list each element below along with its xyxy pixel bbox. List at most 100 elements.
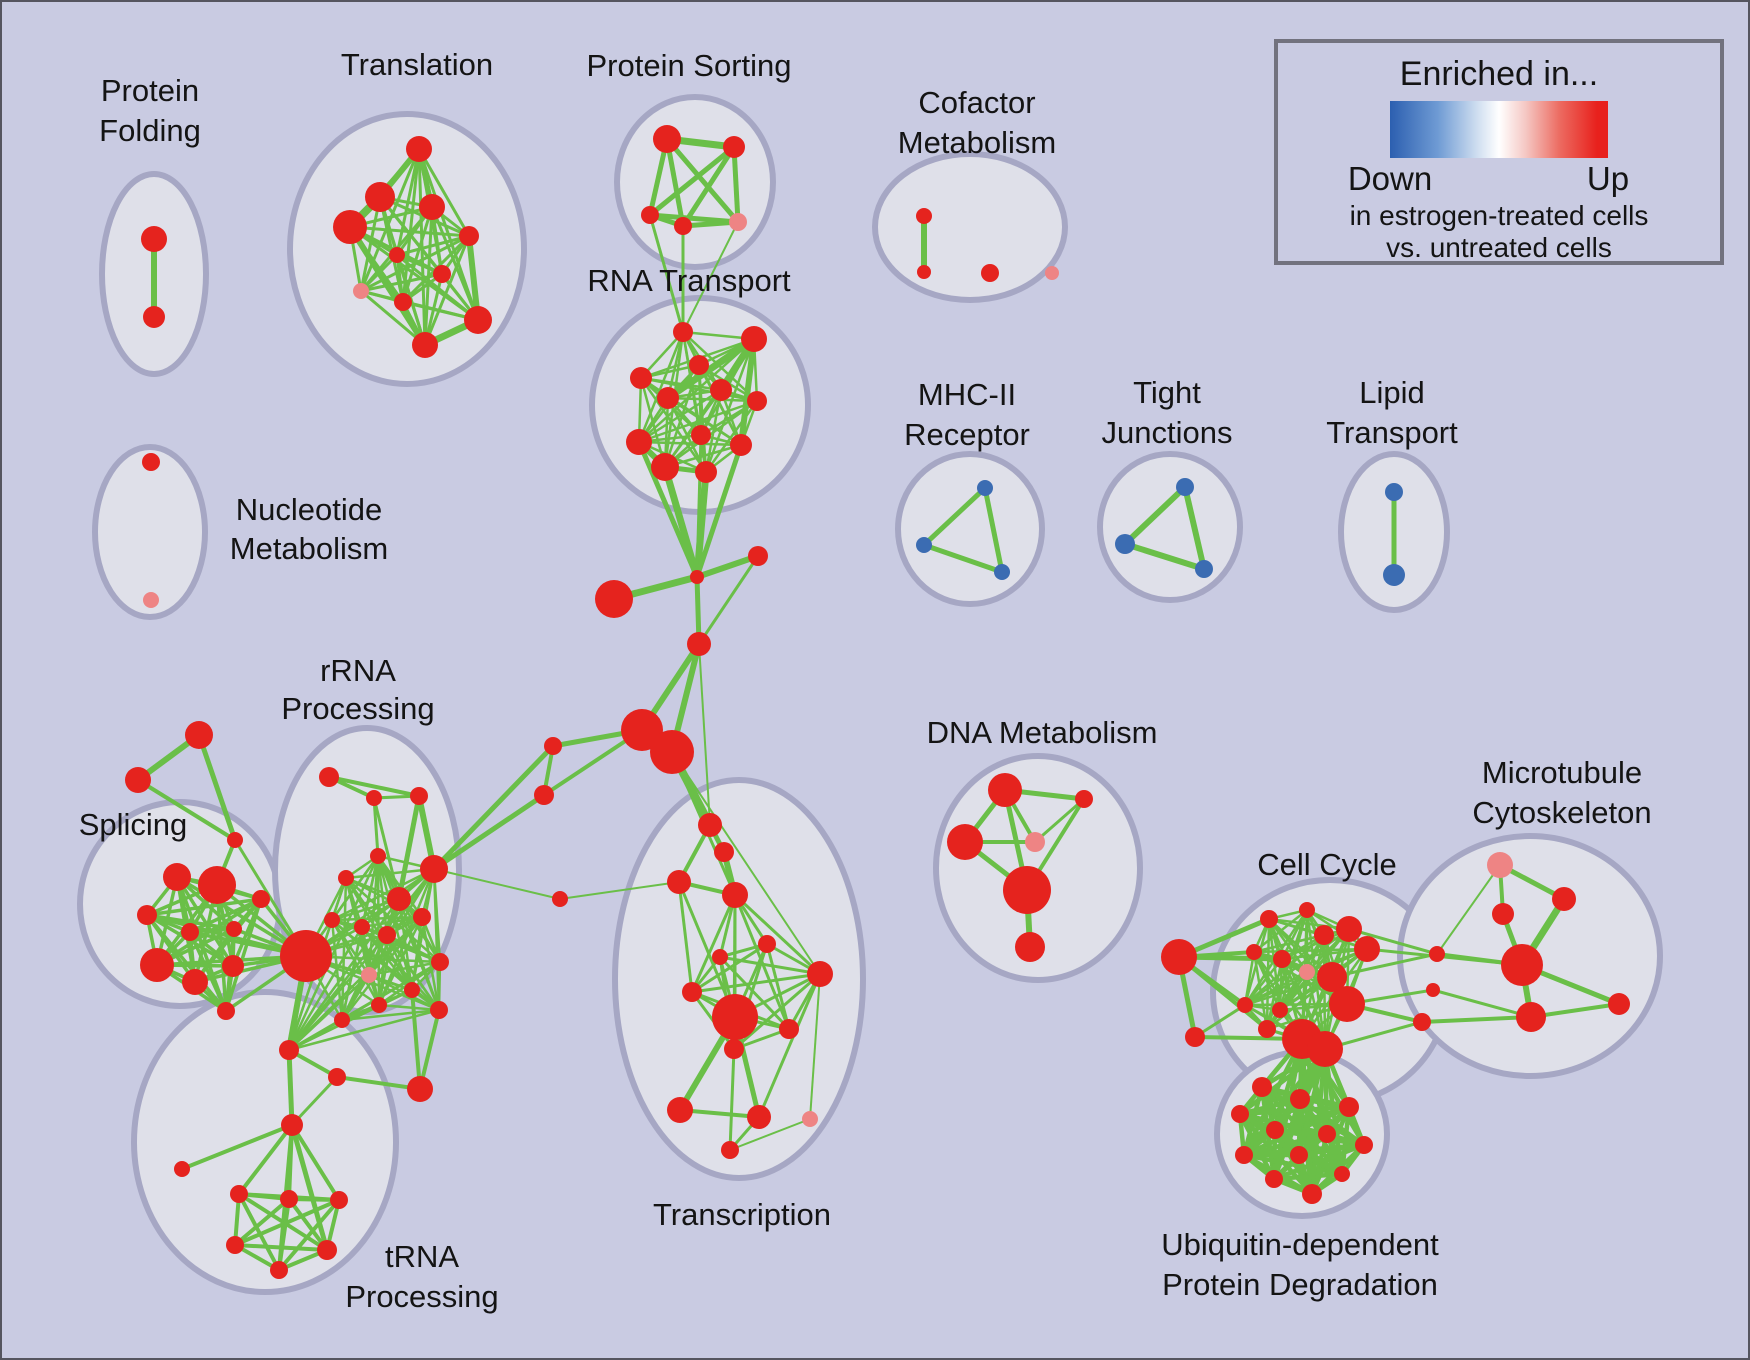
node-R12 bbox=[361, 967, 377, 983]
edge-PS2-PS4 bbox=[680, 145, 737, 228]
edge-TJ1-TJ3 bbox=[1182, 486, 1207, 570]
node-CC2 bbox=[1185, 1027, 1205, 1047]
node-TR4 bbox=[280, 1190, 298, 1208]
node-R9 bbox=[354, 919, 370, 935]
edge-RT3-RT12 bbox=[639, 377, 708, 473]
edge-RT7-RT11 bbox=[664, 399, 758, 469]
node-T2 bbox=[365, 182, 395, 212]
node-U2 bbox=[1290, 1089, 1310, 1109]
node-RT3 bbox=[630, 367, 652, 389]
node-R8 bbox=[413, 908, 431, 926]
cluster-label-tight-junctions-line2: Junctions bbox=[1102, 415, 1233, 450]
edge-X6-X10 bbox=[718, 955, 791, 1031]
node-X14 bbox=[802, 1111, 818, 1127]
edge-U8-U11 bbox=[1243, 1152, 1343, 1177]
edge-X11-X15 bbox=[728, 1048, 736, 1151]
node-MT9 bbox=[1413, 1013, 1431, 1031]
node-CC13 bbox=[1237, 997, 1253, 1013]
cluster-ellipse-tight-junctions bbox=[1097, 451, 1243, 603]
cluster-label-protein-folding-line1: Protein bbox=[101, 73, 199, 108]
node-CC10 bbox=[1299, 964, 1315, 980]
node-CM3 bbox=[981, 264, 999, 282]
edge-R12-R17 bbox=[340, 974, 371, 1021]
node-MH3 bbox=[994, 564, 1010, 580]
edge-TR3-TR7 bbox=[237, 1192, 329, 1252]
edge-X4-X7 bbox=[733, 893, 822, 976]
edge-X6-X7 bbox=[719, 955, 821, 976]
edge-S9-S10 bbox=[156, 897, 262, 967]
node-R11 bbox=[324, 912, 340, 928]
edge-MH1-MH3 bbox=[982, 487, 1005, 573]
node-S2 bbox=[125, 767, 151, 793]
node-B2 bbox=[650, 730, 694, 774]
cluster-label-nucleotide-metabolism-line2: Metabolism bbox=[230, 531, 389, 566]
legend: Enriched in... Down Up in estrogen-treat… bbox=[1274, 39, 1724, 265]
edge-S9-S11 bbox=[193, 897, 263, 984]
edge-RT2-RT10 bbox=[739, 338, 756, 446]
node-S5 bbox=[198, 866, 236, 904]
node-U8 bbox=[1235, 1146, 1253, 1164]
edge-RT5-RT7 bbox=[667, 396, 758, 403]
edge-R20-R15 bbox=[418, 1009, 441, 1090]
edge-TR4-TR7 bbox=[287, 1197, 329, 1252]
node-CC5 bbox=[1314, 925, 1334, 945]
edge-C2-R7 bbox=[432, 792, 546, 872]
node-D4 bbox=[1025, 832, 1045, 852]
cluster-label-transcription: Transcription bbox=[653, 1197, 831, 1232]
node-X6 bbox=[712, 949, 728, 965]
node-TR3 bbox=[230, 1185, 248, 1203]
node-R14 bbox=[431, 953, 449, 971]
node-RT2 bbox=[741, 326, 767, 352]
node-CC6 bbox=[1336, 916, 1362, 942]
node-R15 bbox=[430, 1001, 448, 1019]
node-PS2 bbox=[723, 136, 745, 158]
node-D3 bbox=[947, 824, 983, 860]
node-PF2 bbox=[143, 306, 165, 328]
edge-CC3-CC15 bbox=[1265, 918, 1271, 1030]
node-T3 bbox=[419, 194, 445, 220]
node-MT2 bbox=[1552, 887, 1576, 911]
edge-X14-X15 bbox=[729, 1118, 811, 1151]
node-RT11 bbox=[651, 453, 679, 481]
edge-M1-X1 bbox=[698, 643, 711, 826]
edge-PS1-PS4 bbox=[664, 138, 686, 227]
node-S8 bbox=[226, 921, 242, 937]
edge-TR1-TR7 bbox=[289, 1124, 330, 1251]
cluster-label-rna-transport: RNA Transport bbox=[587, 263, 791, 298]
node-TR6 bbox=[226, 1236, 244, 1254]
edge-R3-R6 bbox=[396, 795, 422, 900]
edge-RT9-RT10 bbox=[638, 440, 742, 447]
edge-T7-T8 bbox=[360, 272, 443, 293]
edge-R1-R3 bbox=[328, 775, 420, 798]
edge-TR4-TR6 bbox=[233, 1197, 291, 1247]
node-T7 bbox=[433, 265, 451, 283]
edge-RT2-RT9 bbox=[638, 338, 755, 443]
edge-T5-T10 bbox=[467, 235, 480, 321]
edge-H1-R2r bbox=[696, 553, 759, 580]
node-RT7 bbox=[747, 391, 767, 411]
node-R18 bbox=[279, 1040, 299, 1060]
cluster-label-lipid-transport-line1: Lipid bbox=[1359, 375, 1425, 410]
node-X15 bbox=[721, 1141, 739, 1159]
edge-U8-CC16 bbox=[1241, 1037, 1305, 1157]
cluster-label-nucleotide-metabolism-line1: Nucleotide bbox=[236, 492, 382, 527]
node-U12 bbox=[1302, 1184, 1322, 1204]
node-RT6 bbox=[710, 379, 732, 401]
node-D5 bbox=[1003, 866, 1051, 914]
node-CH bbox=[280, 930, 332, 982]
node-PF1 bbox=[141, 226, 167, 252]
node-CC1 bbox=[1161, 939, 1197, 975]
node-BL bbox=[595, 580, 633, 618]
cluster-label-splicing: Splicing bbox=[79, 807, 188, 842]
node-S10 bbox=[140, 948, 174, 982]
node-RT10 bbox=[730, 434, 752, 456]
node-R17 bbox=[334, 1012, 350, 1028]
node-CC12 bbox=[1329, 986, 1365, 1022]
node-R3 bbox=[410, 787, 428, 805]
cluster-label-trna-processing-line2: Processing bbox=[345, 1279, 498, 1314]
edge-U9-CC17 bbox=[1296, 1048, 1328, 1156]
node-MT3 bbox=[1492, 903, 1514, 925]
edge-T3-T10 bbox=[430, 206, 480, 321]
node-T6 bbox=[389, 247, 405, 263]
